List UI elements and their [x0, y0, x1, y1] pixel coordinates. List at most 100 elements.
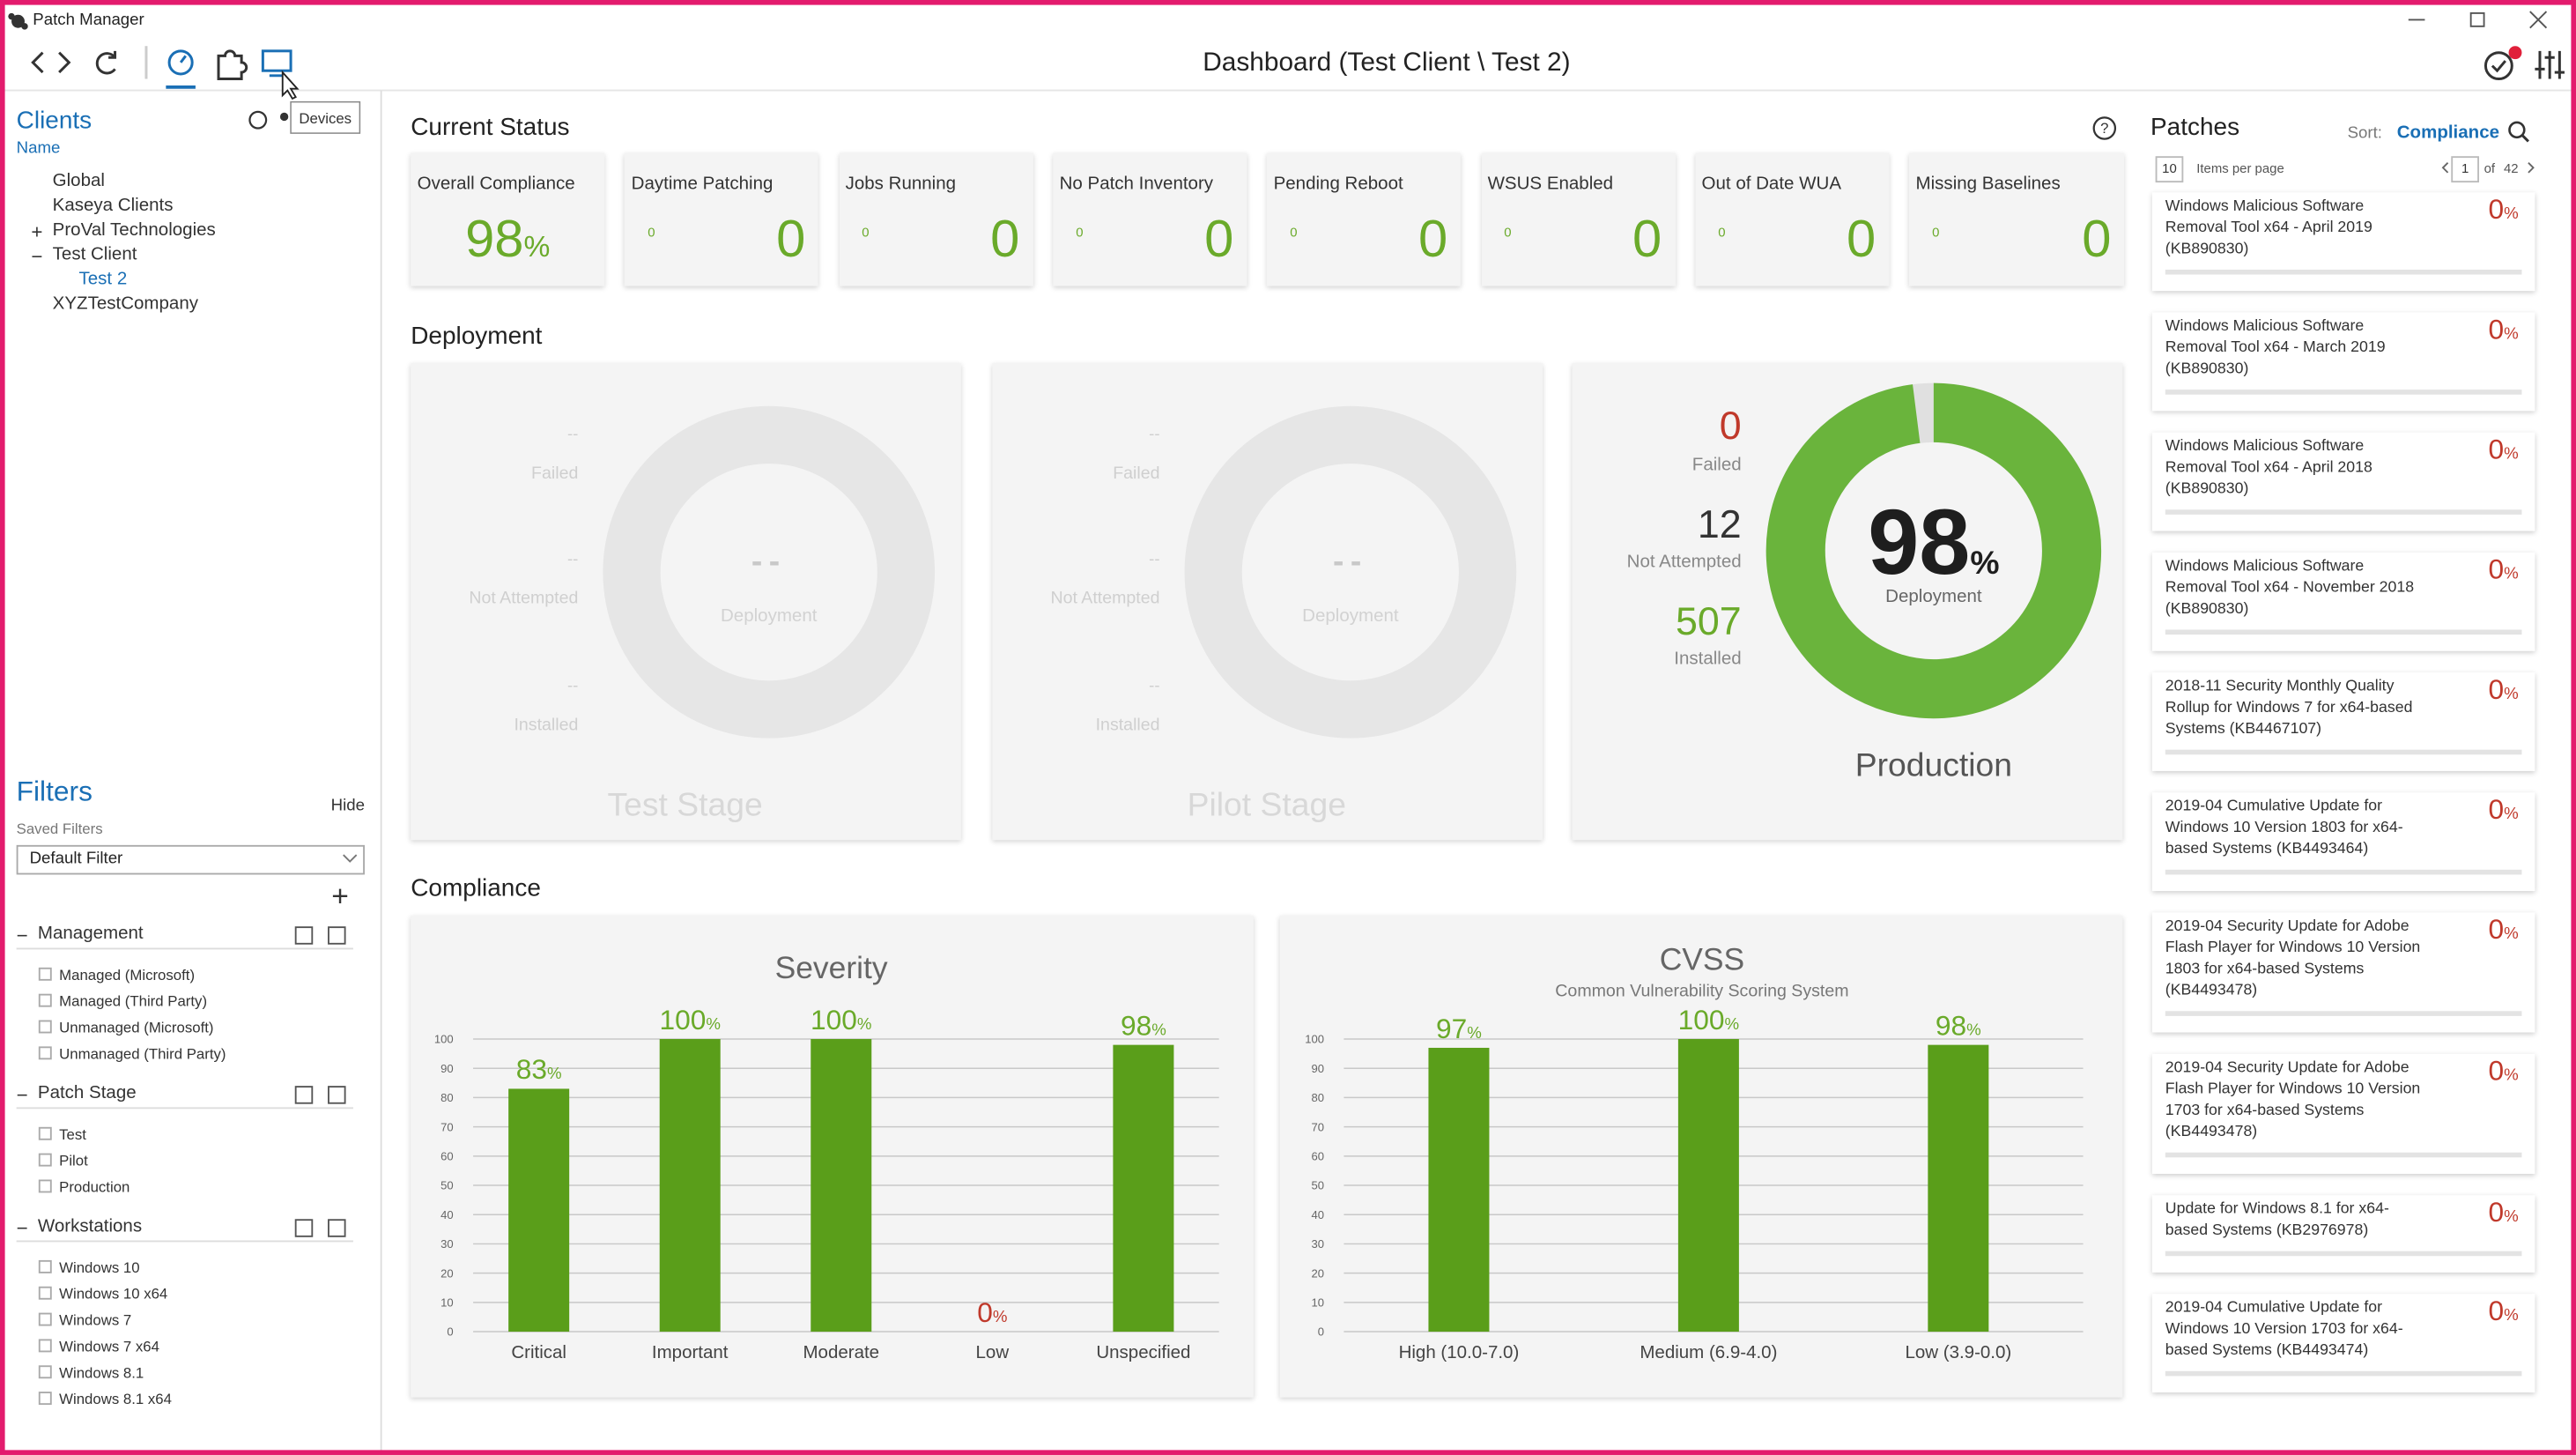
- y-tick-label: 0: [1318, 1325, 1324, 1339]
- stage-failed-value: --: [1149, 426, 1160, 444]
- user-icon[interactable]: [248, 110, 268, 130]
- patch-compliance-number: 0: [2488, 553, 2505, 586]
- value-unit: %: [1151, 1020, 1166, 1038]
- value-number: 0: [977, 1296, 993, 1328]
- hide-button[interactable]: Hide: [330, 797, 365, 816]
- checkbox[interactable]: [38, 1153, 52, 1167]
- patch-progress-track: [2165, 269, 2522, 275]
- per-page-box[interactable]: 10: [2155, 156, 2184, 183]
- devices-button[interactable]: [261, 49, 292, 72]
- help-glyph: ?: [2100, 120, 2108, 137]
- saved-filter-select[interactable]: Default Filter: [16, 844, 365, 875]
- group-action-icon: [294, 926, 314, 945]
- tree-item[interactable]: Test 2: [78, 270, 128, 291]
- status-card-small: 0: [862, 225, 870, 241]
- checkbox[interactable]: [38, 967, 52, 981]
- add-filter-button[interactable]: +: [331, 880, 349, 913]
- status-button[interactable]: [2483, 51, 2513, 81]
- patch-card[interactable]: Windows Malicious Software Removal Tool …: [2151, 192, 2535, 292]
- page-box[interactable]: 1: [2451, 156, 2479, 183]
- x-tick-label: High (10.0-7.0): [1399, 1342, 1520, 1362]
- patch-card[interactable]: 2019-04 Cumulative Update for Windows 10…: [2151, 1294, 2535, 1393]
- patch-card[interactable]: Update for Windows 8.1 for x64-based Sys…: [2151, 1195, 2535, 1273]
- maximize-button[interactable]: [2469, 11, 2485, 27]
- sort-value[interactable]: Compliance: [2396, 123, 2500, 145]
- checkbox[interactable]: [38, 1259, 52, 1273]
- tree-expander: +: [31, 219, 43, 243]
- dashboard-button[interactable]: [167, 49, 194, 76]
- status-card-value: 0: [2082, 208, 2112, 268]
- x-tick-label: Low: [976, 1342, 1010, 1362]
- patch-compliance-number: 0: [2488, 794, 2505, 826]
- search-button[interactable]: [2508, 121, 2526, 139]
- close-button[interactable]: [2529, 11, 2548, 29]
- patch-compliance: 0%: [2488, 554, 2518, 587]
- patch-name: 2019-04 Cumulative Update for Windows 10…: [2165, 1298, 2403, 1360]
- patch-progress-track: [2165, 1011, 2522, 1016]
- patch-progress-track: [2165, 1152, 2522, 1158]
- y-tick-label: 20: [1312, 1266, 1325, 1280]
- tree-item[interactable]: Kaseya Clients: [52, 196, 174, 217]
- checkbox[interactable]: [38, 1339, 52, 1353]
- y-tick-label: 50: [1312, 1179, 1325, 1192]
- value-label: 100%: [659, 1004, 720, 1036]
- prev-page[interactable]: [2441, 162, 2449, 174]
- checkbox[interactable]: [38, 993, 52, 1007]
- y-tick-label: 80: [440, 1091, 454, 1104]
- group-action-icon: [328, 926, 346, 945]
- next-page[interactable]: [2528, 162, 2535, 174]
- filter-option: Windows 8.1 x64: [59, 1390, 172, 1407]
- stage-name: Pilot Stage: [1187, 787, 1346, 824]
- checkbox[interactable]: [38, 1312, 52, 1326]
- status-check: [2491, 60, 2506, 73]
- checkbox[interactable]: [38, 1365, 52, 1379]
- patch-card[interactable]: Windows Malicious Software Removal Tool …: [2151, 432, 2535, 531]
- search-handle: [2520, 133, 2529, 143]
- patch-card[interactable]: Windows Malicious Software Removal Tool …: [2151, 312, 2535, 412]
- checkbox[interactable]: [38, 1286, 52, 1300]
- status-card: [1267, 152, 1462, 286]
- group-icon[interactable]: [279, 112, 289, 122]
- filter-option: Managed (Microsoft): [59, 966, 196, 983]
- patch-card[interactable]: Windows Malicious Software Removal Tool …: [2151, 552, 2535, 651]
- page-count: 42: [2503, 161, 2519, 176]
- x-tick-label: Low (3.9-0.0): [1905, 1342, 2011, 1362]
- y-tick-label: 60: [1312, 1149, 1325, 1162]
- stage-not-attempted-label: Not Attempted: [1626, 553, 1742, 573]
- tree-item[interactable]: Global: [52, 171, 105, 192]
- patch-progress-track: [2165, 1251, 2522, 1257]
- filter-option: Unmanaged (Microsoft): [59, 1018, 214, 1036]
- checkbox[interactable]: [38, 1046, 52, 1060]
- patch-card[interactable]: 2018-11 Security Monthly Quality Rollup …: [2151, 672, 2535, 771]
- status-card-label: Jobs Running: [845, 174, 957, 195]
- checkbox[interactable]: [38, 1392, 52, 1406]
- patch-compliance-unit: %: [2504, 805, 2519, 824]
- value-label: 98%: [1936, 1009, 1981, 1041]
- patch-card[interactable]: 2019-04 Cumulative Update for Windows 10…: [2151, 792, 2535, 892]
- status-card: [1481, 152, 1676, 286]
- tree-item[interactable]: XYZTestCompany: [52, 294, 198, 315]
- stage-installed-label: Installed: [1674, 650, 1742, 670]
- checkbox[interactable]: [38, 1126, 52, 1140]
- patch-progress-track: [2165, 869, 2522, 875]
- status-card-small: 0: [648, 225, 655, 241]
- help-button[interactable]: [2092, 116, 2117, 140]
- tree-item[interactable]: Test Client: [52, 245, 137, 266]
- checkbox[interactable]: [38, 1179, 52, 1193]
- patch-card[interactable]: 2019-04 Security Update for Adobe Flash …: [2151, 912, 2535, 1033]
- patch-progress-track: [2165, 509, 2522, 515]
- value-unit: %: [547, 1064, 562, 1082]
- value-unit: %: [993, 1307, 1008, 1325]
- forward-button[interactable]: [58, 51, 71, 74]
- y-tick-label: 90: [440, 1062, 454, 1075]
- tree-item[interactable]: ProVal Technologies: [52, 220, 216, 241]
- patches-heading: Patches: [2150, 113, 2240, 142]
- settings-button[interactable]: [2535, 50, 2565, 79]
- back-button[interactable]: [31, 51, 44, 74]
- checkbox[interactable]: [38, 1020, 52, 1034]
- refresh-button[interactable]: [95, 50, 117, 75]
- bar: [811, 1038, 872, 1333]
- window-controls: [2408, 11, 2548, 29]
- patch-card[interactable]: 2019-04 Security Update for Adobe Flash …: [2151, 1053, 2535, 1174]
- patches-button[interactable]: [217, 49, 248, 81]
